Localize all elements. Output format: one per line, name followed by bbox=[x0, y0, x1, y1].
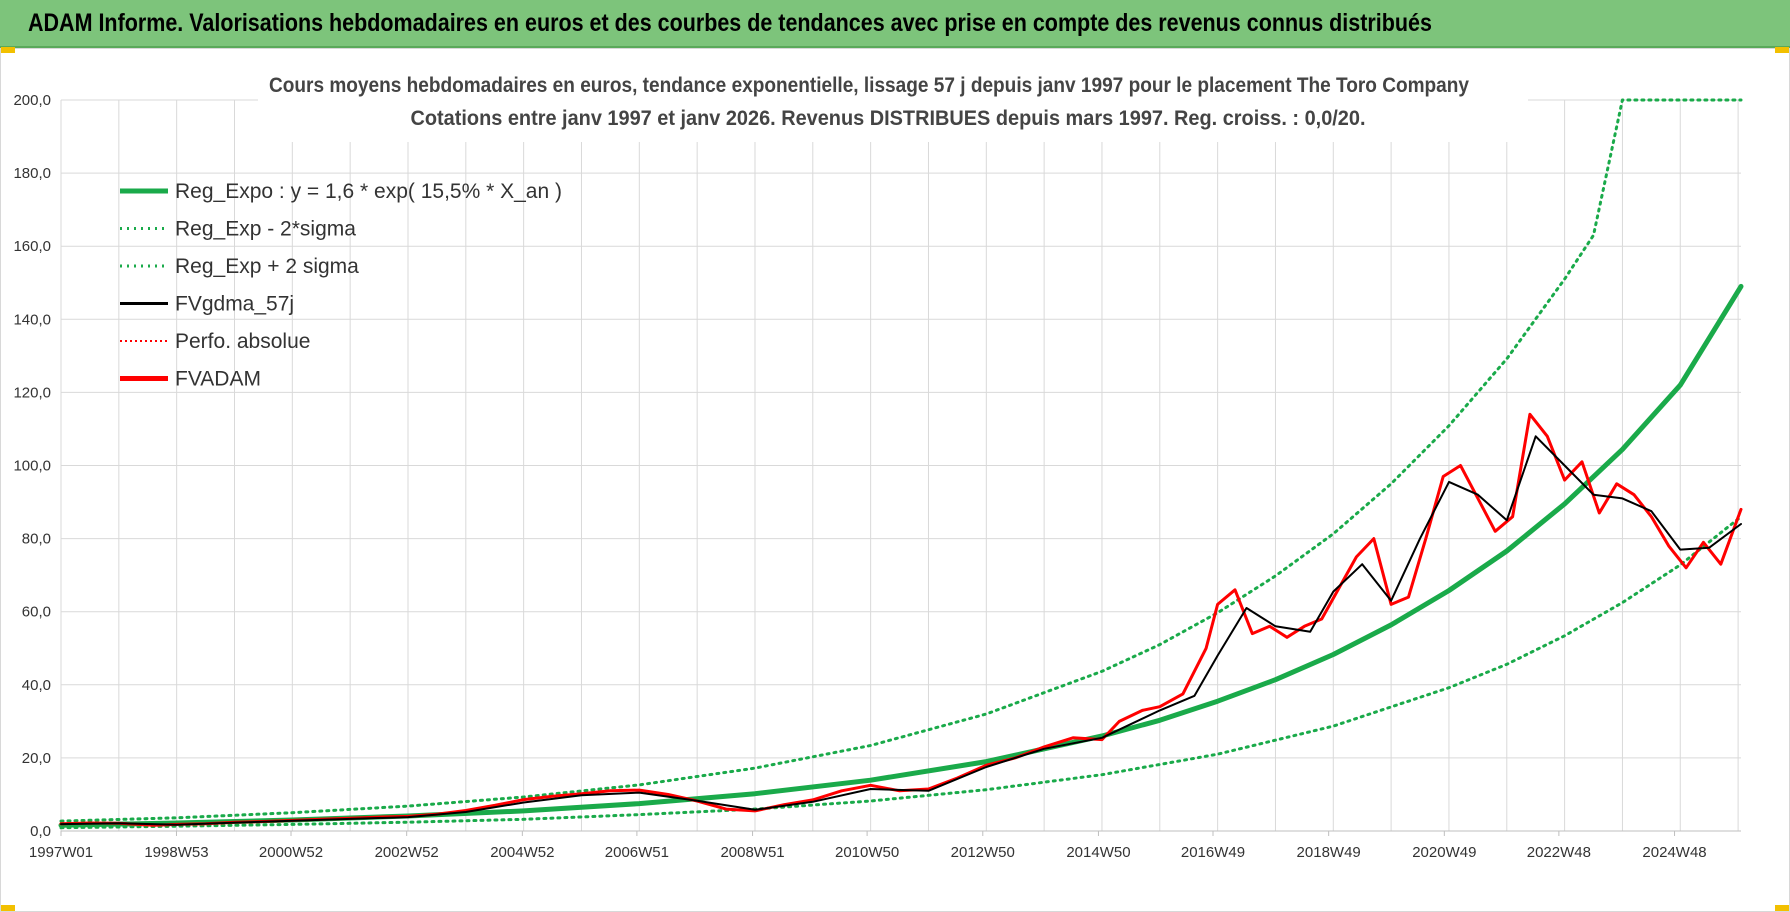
x-tick-label: 2018W49 bbox=[1297, 844, 1361, 861]
x-tick-label: 1998W53 bbox=[144, 844, 208, 861]
x-tick-label: 2022W48 bbox=[1527, 844, 1591, 861]
x-tick-label: 2016W49 bbox=[1181, 844, 1245, 861]
reg-exp-plus-2sigma-line bbox=[59, 98, 1743, 823]
grid-layer bbox=[60, 99, 1741, 832]
legend-label: Reg_Expo : y = 1,6 * exp( 15,5% * X_an ) bbox=[175, 180, 562, 203]
x-tick-label: 2008W51 bbox=[720, 844, 784, 861]
y-tick-label: 200,0 bbox=[13, 92, 51, 109]
x-tick-label: 2000W52 bbox=[259, 844, 323, 861]
legend-label: Reg_Exp + 2 sigma bbox=[175, 255, 359, 278]
y-tick-label: 40,0 bbox=[22, 677, 51, 694]
header-banner: ADAM Informe. Valorisations hebdomadaire… bbox=[0, 0, 1790, 48]
page-title: ADAM Informe. Valorisations hebdomadaire… bbox=[28, 9, 1432, 37]
x-tick-label: 2006W51 bbox=[605, 844, 669, 861]
frame-corner-marker bbox=[1, 47, 15, 53]
reg-expo-line bbox=[58, 283, 1744, 828]
frame-corner-marker bbox=[1, 905, 15, 911]
x-tick-label: 1997W01 bbox=[29, 844, 93, 861]
series-layer bbox=[58, 98, 1744, 830]
x-tick-label: 2004W52 bbox=[490, 844, 554, 861]
legend: Reg_Expo : y = 1,6 * exp( 15,5% * X_an )… bbox=[120, 180, 562, 391]
fvgdma-57j-line bbox=[60, 435, 1742, 826]
axis-layer: 0,0 20,0 40,0 60,0 80,0 100,0 120,0 140,0 160,0 1… bbox=[13, 92, 1741, 861]
legend-label: FVADAM bbox=[175, 368, 261, 391]
legend-label: FVgdma_57j bbox=[175, 293, 294, 316]
y-tick-label: 160,0 bbox=[13, 238, 51, 255]
y-tick-label: 0,0 bbox=[30, 823, 51, 840]
x-tick-label: 2012W50 bbox=[951, 844, 1015, 861]
y-tick-label: 100,0 bbox=[13, 458, 51, 475]
reg-exp-minus-2sigma-line bbox=[59, 515, 1743, 830]
chart-title: Cours moyens hebdomadaires en euros, ten… bbox=[269, 74, 1469, 97]
title-background bbox=[258, 68, 1528, 142]
legend-label: Perfo. absolue bbox=[175, 330, 310, 353]
x-tick-label: 2024W48 bbox=[1642, 844, 1706, 861]
y-tick-label: 80,0 bbox=[22, 531, 51, 548]
y-tick-label: 60,0 bbox=[22, 604, 51, 621]
y-tick-label: 20,0 bbox=[22, 750, 51, 767]
y-tick-label: 180,0 bbox=[13, 165, 51, 182]
legend-label: Reg_Exp - 2*sigma bbox=[175, 218, 356, 241]
x-tick-label: 2010W50 bbox=[835, 844, 899, 861]
fvadam-line bbox=[59, 412, 1743, 827]
frame-corner-marker bbox=[1775, 905, 1789, 911]
x-tick-label: 2014W50 bbox=[1066, 844, 1130, 861]
y-tick-label: 120,0 bbox=[13, 384, 51, 401]
chart-subtitle: Cotations entre janv 1997 et janv 2026. … bbox=[411, 107, 1366, 130]
x-tick-label: 2020W49 bbox=[1412, 844, 1476, 861]
frame-corner-marker bbox=[1775, 47, 1789, 53]
x-tick-label: 2002W52 bbox=[375, 844, 439, 861]
y-tick-label: 140,0 bbox=[13, 311, 51, 328]
